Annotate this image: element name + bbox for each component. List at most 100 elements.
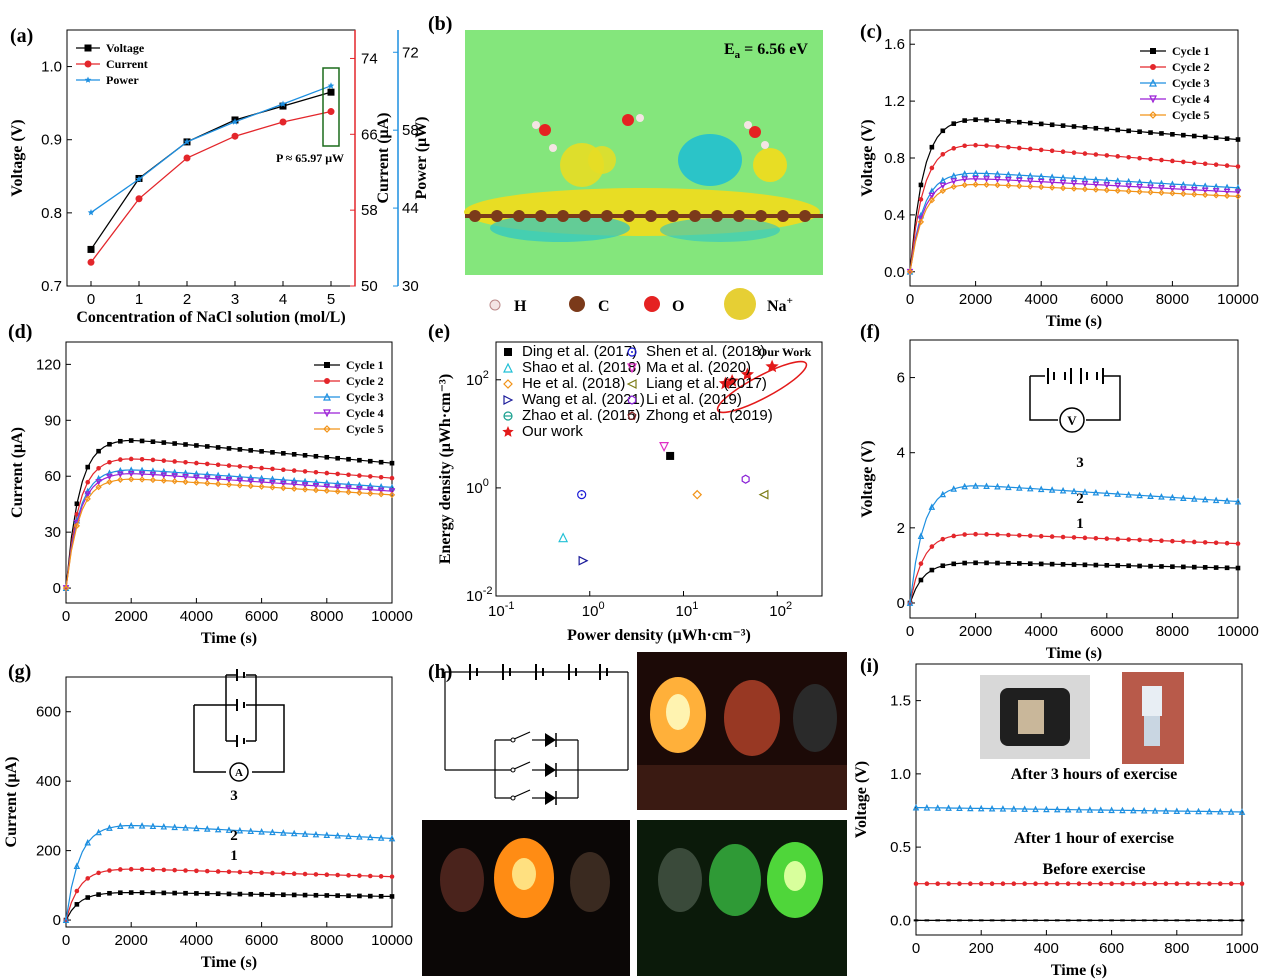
series-point (313, 469, 319, 475)
x-tick-label: 8000 (1156, 291, 1189, 308)
y-axis-label: Voltage (V) (853, 761, 870, 838)
x-axis-label: Power density (μWh·cm⁻³) (567, 627, 751, 644)
legend-hydrogen-icon (489, 299, 501, 311)
y-tick-label-power: 72 (402, 44, 419, 61)
power-annotation: P ≈ 65.97 μW (276, 151, 344, 165)
x-tick-label: 1 (135, 291, 143, 308)
series-point (301, 486, 309, 493)
series-point (950, 485, 958, 492)
legend-label: Current (106, 57, 148, 71)
x-tick-label: 4000 (180, 608, 213, 625)
series-point (378, 459, 384, 465)
series-point (1181, 539, 1186, 544)
series-point (139, 867, 145, 872)
series-point (1224, 163, 1230, 168)
legend-marker (502, 426, 514, 437)
series-point (918, 182, 924, 188)
y-axis-label: Current (μA) (3, 757, 20, 848)
series-point (346, 472, 351, 478)
series-point (204, 891, 210, 896)
series-point (96, 870, 101, 876)
y-tick-label: 102 (466, 369, 489, 389)
series-point (313, 892, 319, 898)
y-tick-label-current: 66 (361, 126, 378, 143)
legend-atom-na: Na+ (767, 295, 793, 315)
series-point (978, 881, 984, 887)
series-point (1169, 190, 1176, 197)
series-point (923, 804, 931, 811)
x-tick-label: 5 (327, 291, 335, 308)
series-point (1059, 184, 1067, 192)
panel-label-e: (e) (428, 321, 450, 343)
series-point (940, 151, 946, 157)
series-point (995, 144, 1000, 149)
chart-e-ragone: 10-1 100 101 102 10-2 100 102 Power density (μW… (437, 341, 823, 644)
series-point (215, 869, 221, 874)
series-point (1212, 496, 1220, 504)
series-point (983, 181, 990, 188)
series-label: After 3 hours of exercise (1011, 766, 1177, 783)
series-point (225, 476, 233, 484)
series-point (1098, 881, 1104, 887)
runner-legs (1144, 716, 1160, 746)
series-point (96, 465, 101, 471)
series-point (973, 117, 978, 123)
series-label: 1 (1076, 516, 1084, 532)
series-point (983, 169, 990, 177)
series-point (1086, 806, 1094, 813)
series-point (128, 866, 134, 872)
series-point (1234, 189, 1242, 196)
x-axis-label: Time (s) (201, 954, 257, 971)
series-point (247, 478, 255, 485)
series-point (1048, 184, 1056, 191)
series-point (335, 471, 340, 477)
series-point (73, 862, 81, 869)
series-point (1032, 805, 1039, 813)
legend-marker (1150, 64, 1156, 70)
charge-density-lobe (660, 218, 780, 242)
legend-marker (504, 348, 512, 356)
series-point (259, 449, 264, 454)
x-tick-label: 4000 (1025, 291, 1058, 308)
y-tick-label-voltage: 0.7 (41, 278, 62, 295)
series-point (302, 469, 308, 474)
series-point (138, 466, 146, 474)
series-point (1103, 489, 1111, 497)
series-point (150, 457, 156, 463)
legend-marker (1149, 111, 1157, 119)
series-point (994, 181, 1001, 189)
runner-shirt (1142, 686, 1162, 716)
series-point (106, 469, 113, 476)
series-point (356, 481, 363, 489)
series-point (194, 891, 199, 896)
series-point (1159, 131, 1164, 136)
series-point (988, 804, 996, 812)
series-point (128, 456, 134, 462)
series-point (1162, 807, 1170, 814)
carbon-atom (557, 210, 569, 222)
series-point (1180, 186, 1187, 193)
series-point (149, 476, 157, 484)
series-point (323, 479, 331, 486)
series-point (1169, 493, 1176, 501)
series-point (1170, 158, 1175, 164)
series-line-1 (65, 891, 392, 921)
series-point (237, 464, 243, 469)
series-point (259, 870, 264, 876)
series-point (85, 876, 91, 881)
series-point (1059, 179, 1067, 187)
series-point (1049, 561, 1055, 567)
series-point (1185, 881, 1190, 887)
series-point (301, 477, 309, 485)
series-point (388, 488, 396, 495)
series-point (389, 874, 395, 879)
oxygen-atom (539, 124, 551, 136)
series-line-3 (909, 172, 1239, 272)
series-point (334, 488, 341, 495)
series-point (1190, 186, 1198, 194)
legend-marker (503, 395, 514, 405)
hydrogen-atom (744, 121, 752, 129)
series-point (226, 891, 232, 897)
series-point (345, 488, 352, 496)
our-work-ellipse (716, 360, 808, 414)
